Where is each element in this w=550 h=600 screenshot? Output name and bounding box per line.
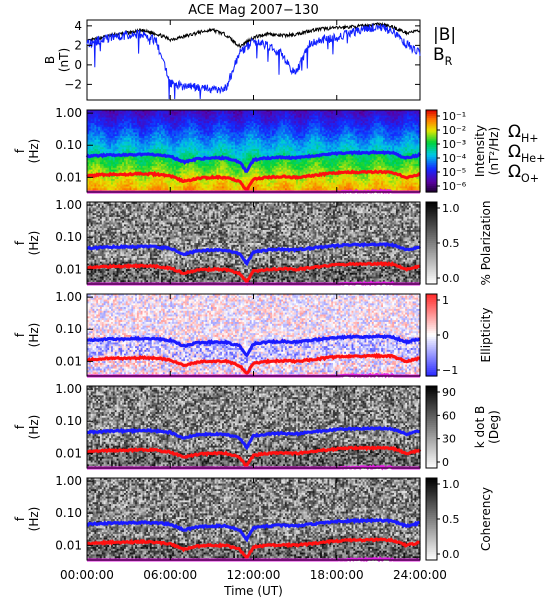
x-tick-label: 06:00:00 — [143, 568, 197, 582]
colorbar-unit: (Deg) — [487, 410, 501, 444]
y-axis-unit: (nT) — [57, 48, 71, 72]
colorbar-tick-label: 0 — [442, 456, 449, 469]
y-axis-unit: (Hz) — [27, 415, 41, 440]
colorbar-tick-label: 0 — [442, 329, 449, 342]
y-tick-label: −2 — [64, 77, 82, 91]
colorbar-tick-label: 10⁻⁶ — [442, 180, 467, 193]
colorbar-tick-label: 10⁻² — [442, 124, 466, 137]
y-tick-label: 0.01 — [55, 262, 82, 276]
y-tick-label: 0.01 — [55, 538, 82, 552]
y-axis-unit: (Hz) — [27, 139, 41, 164]
x-tick-label: 24:00:00 — [393, 568, 447, 582]
y-axis-unit: (Hz) — [27, 323, 41, 348]
y-tick-label: 0.10 — [55, 414, 82, 428]
y-tick-label: 1.00 — [55, 382, 82, 396]
y-tick-label: 0.10 — [55, 506, 82, 520]
colorbar: 10⁻¹10⁻²10⁻³10⁻⁴10⁻⁵10⁻⁶ Intensity (nT²/Hz… — [425, 109, 501, 193]
panel-b-frame — [86, 19, 421, 101]
colorbar-tick-label: 10⁻⁴ — [442, 152, 467, 165]
series-line-b-r — [86, 23, 421, 100]
colorbar: 90 60 30 0 k dot B (Deg) — [425, 385, 501, 469]
colorbar-tick-label: −1 — [442, 364, 458, 377]
colorbar-label: k dot B — [473, 406, 487, 448]
gyrofrequency-line-h-plus — [86, 242, 421, 267]
colorbar-tick-label: 90 — [442, 386, 456, 399]
colorbar: 1.0 0.5 0.0 % Polarization — [425, 201, 493, 286]
colorbar-tick-label: 0.5 — [442, 513, 460, 526]
panel-b-field: 4 2 0 −2 B (nT) — [43, 19, 421, 101]
panel-ellipticity: 1.00 0.10 0.01 f (Hz) 1 0 −1 Ellipticity — [13, 290, 493, 379]
gyrofrequency-line-he-plus — [86, 352, 421, 375]
gyrofrequency-line-he-plus — [86, 169, 421, 194]
colorbar-frame — [425, 385, 438, 469]
heatmap-cells — [87, 478, 421, 561]
colorbar-label: Ellipticity — [479, 308, 493, 363]
colorbar: 1 0 −1 Ellipticity — [425, 293, 493, 377]
y-tick-label: 4 — [74, 19, 82, 33]
colorbar-label: Coherency — [479, 487, 493, 551]
y-axis-unit: (Hz) — [27, 507, 41, 532]
legend-gyrofrequency-h-plus: ΩH+ — [508, 122, 539, 145]
y-tick-label: 2 — [74, 38, 82, 52]
y-tick-label: 1.00 — [55, 198, 82, 212]
x-tick-label: 18:00:00 — [310, 568, 364, 582]
y-tick-label: 0.10 — [55, 322, 82, 336]
colorbar-label: % Polarization — [479, 201, 493, 286]
y-axis-label: f — [13, 148, 27, 153]
y-axis-label: f — [13, 332, 27, 337]
x-tick-label: 00:00:00 — [60, 568, 114, 582]
colorbar-tick-label: 0.0 — [442, 548, 460, 561]
colorbar-tick-label: 1.0 — [442, 202, 460, 215]
colorbar-tick-label: 10⁻¹ — [442, 110, 466, 123]
colorbar-tick-label: 1.0 — [442, 478, 460, 491]
y-tick-label: 0 — [74, 58, 82, 72]
colorbar-tick-label: 10⁻⁵ — [442, 166, 466, 179]
legend-gyrofrequency-he-plus: ΩHe+ — [508, 142, 545, 165]
y-tick-label: 0.01 — [55, 446, 82, 460]
y-tick-label: 0.01 — [55, 354, 82, 368]
chart-title: ACE Mag 2007−130 — [188, 3, 318, 18]
heatmap-cells — [87, 110, 421, 193]
gyrofrequency-line-h-plus — [86, 426, 421, 451]
y-tick-label: 0.01 — [55, 170, 82, 184]
panel-coherency: 1.00 0.10 0.01 f (Hz) 1.0 0.5 0.0 Coherency — [13, 474, 493, 562]
y-tick-label: 1.00 — [55, 106, 82, 120]
gyrofrequency-line-h-plus — [86, 517, 421, 543]
x-axis-label: Time (UT) — [223, 584, 283, 598]
colorbar-tick-label: 0.0 — [442, 272, 460, 285]
y-tick-label: 1.00 — [55, 474, 82, 488]
panel-k-dot-b: 1.00 0.10 0.01 f (Hz) 90 60 30 0 k dot B (Deg) — [13, 382, 501, 471]
gyrofrequency-line-he-plus — [86, 537, 421, 562]
heatmap-cells — [87, 294, 421, 377]
y-axis-label: f — [13, 516, 27, 521]
y-axis-unit: (Hz) — [27, 231, 41, 256]
colorbar-label: Intensity — [473, 125, 487, 177]
colorbar-tick-label: 10⁻³ — [442, 138, 466, 151]
legend-b-magnitude: |B| — [433, 25, 456, 45]
colorbar: 1.0 0.5 0.0 Coherency — [425, 477, 493, 561]
colorbar-tick-label: 30 — [442, 433, 456, 446]
colorbar-unit: (nT²/Hz) — [487, 127, 501, 175]
colorbar-tick-label: 60 — [442, 409, 456, 422]
colorbar-tick-label: 1 — [442, 294, 449, 307]
colorbar-frame — [425, 109, 438, 193]
y-tick-label: 1.00 — [55, 290, 82, 304]
y-axis-label: f — [13, 240, 27, 245]
panel-intensity: 1.00 0.10 0.01 f (Hz) 10⁻¹10⁻²10⁻³10⁻⁴10⁻⁵10⁻… — [13, 106, 501, 195]
legend-gyrofrequency-o-plus: ΩO+ — [508, 162, 539, 185]
y-tick-label: 0.10 — [55, 230, 82, 244]
y-axis-label: f — [13, 424, 27, 429]
gyrofrequency-line-h-plus — [86, 333, 421, 358]
gyrofrequency-line-h-plus — [85, 149, 422, 173]
y-axis-label: B — [43, 56, 57, 64]
gyrofrequency-line-he-plus — [86, 445, 422, 468]
panel-polarization: 1.00 0.10 0.01 f (Hz) 1.0 0.5 0.0 % Polarization — [13, 198, 493, 287]
gyrofrequency-line-he-plus — [86, 260, 421, 287]
colorbar-tick-label: 0.5 — [442, 237, 460, 250]
legend-b-r: BR — [433, 45, 453, 68]
y-tick-label: 0.10 — [55, 138, 82, 152]
x-tick-label: 12:00:00 — [227, 568, 281, 582]
